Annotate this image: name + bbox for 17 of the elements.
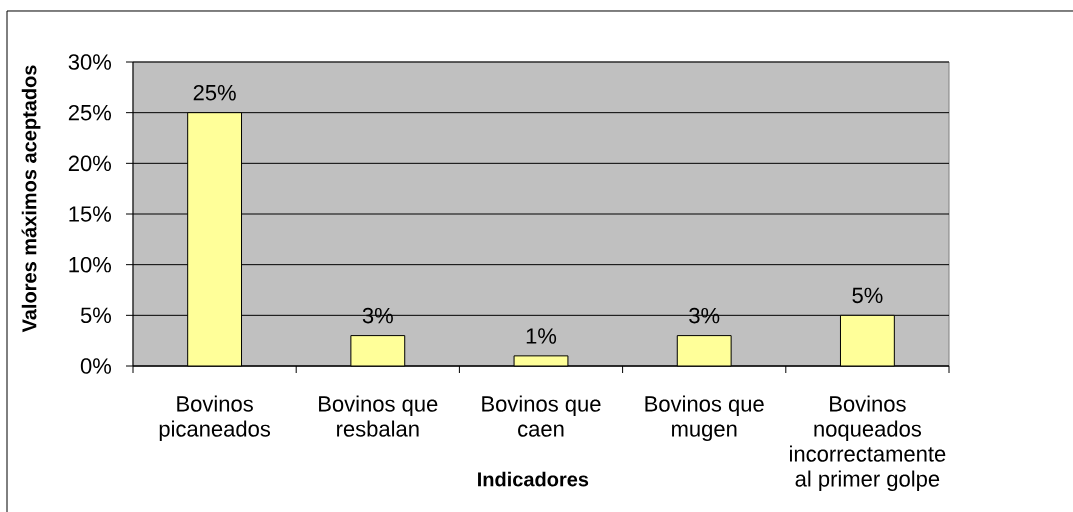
- y-tick-label: 10%: [69, 256, 112, 273]
- x-tick-label: Bovinos que caen: [482, 395, 601, 437]
- x-tick-label: Bovinos que mugen: [645, 395, 764, 442]
- data-label: 1%: [526, 328, 557, 344]
- x-tick-label: Bovinos noqueados incorrectamente al primer golpe: [790, 395, 946, 492]
- x-tick-label: Bovinos que resbalan: [319, 395, 438, 437]
- y-tick-label: 25%: [68, 104, 112, 121]
- y-axis-title: Valores máximos aceptados: [21, 65, 41, 333]
- y-tick-label: 20%: [68, 155, 112, 172]
- data-label: 5%: [852, 287, 883, 304]
- x-tick-label: Bovinos picaneados: [159, 395, 271, 442]
- y-tick-label: 15%: [69, 206, 112, 222]
- y-tick-label: 30%: [68, 54, 112, 70]
- y-tick-label: 0%: [80, 358, 112, 374]
- x-axis-title: Indicadores: [478, 471, 589, 487]
- y-tick-label: 5%: [80, 307, 112, 324]
- data-label: 25%: [193, 84, 236, 101]
